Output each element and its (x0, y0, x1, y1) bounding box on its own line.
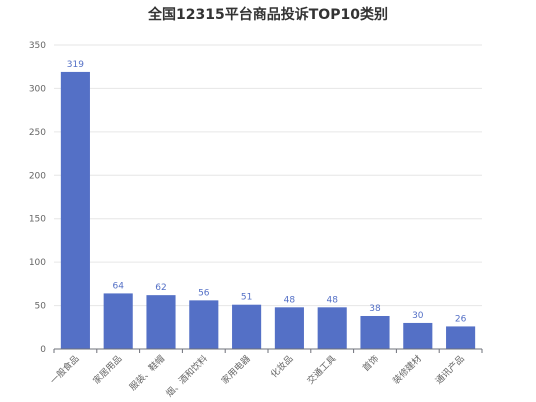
y-tick-label: 200 (29, 171, 46, 181)
x-tick-label: 服装、鞋帽 (127, 353, 167, 393)
y-tick-label: 100 (29, 258, 46, 268)
data-label: 319 (67, 60, 84, 70)
data-labels: 319 64 62 56 51 48 48 38 30 26 (67, 60, 467, 324)
y-tick-label: 0 (40, 345, 46, 355)
chart-title: 全国12315平台商品投诉TOP10类别 (148, 7, 388, 23)
bar (103, 293, 133, 349)
bar (146, 295, 176, 349)
data-label: 51 (241, 293, 252, 303)
bars (60, 71, 476, 349)
grid-lines (54, 44, 482, 307)
y-axis-ticks: 0 50 100 150 200 250 300 350 (29, 41, 46, 355)
data-label: 62 (155, 283, 166, 293)
bar (189, 300, 219, 349)
x-tick-label: 化妆品 (268, 353, 296, 381)
y-tick-label: 250 (29, 128, 46, 138)
data-label: 38 (369, 304, 381, 314)
x-tick-label: 烟、酒和饮料 (163, 353, 210, 400)
data-label: 56 (198, 288, 210, 298)
y-tick-label: 50 (35, 302, 47, 312)
bar (317, 307, 347, 349)
y-tick-label: 350 (29, 41, 46, 51)
x-tick-label: 首饰 (360, 353, 381, 374)
bar (360, 315, 390, 349)
data-label: 48 (326, 295, 338, 305)
data-label: 26 (455, 314, 467, 324)
y-tick-label: 150 (29, 215, 46, 225)
data-label: 48 (284, 295, 296, 305)
x-axis-ticks: 一般食品 家居用品 服装、鞋帽烟、酒和饮料 家用电器 化妆品 交通工具 首饰 装修建材 通讯产品 (48, 349, 483, 400)
x-tick-label: 装修建材 (390, 353, 424, 387)
bar (274, 307, 304, 349)
bar (232, 304, 262, 349)
x-tick-label: 通讯产品 (433, 353, 467, 387)
bar (60, 71, 90, 349)
x-tick-label: 交通工具 (304, 353, 338, 387)
y-tick-label: 300 (29, 84, 46, 94)
data-label: 30 (412, 311, 424, 321)
x-tick-label: 一般食品 (48, 353, 82, 387)
data-label: 64 (112, 281, 124, 291)
bar (446, 326, 476, 349)
x-tick-label: 家居用品 (90, 353, 124, 387)
x-tick-label: 家用电器 (219, 353, 253, 387)
bar (403, 322, 433, 349)
